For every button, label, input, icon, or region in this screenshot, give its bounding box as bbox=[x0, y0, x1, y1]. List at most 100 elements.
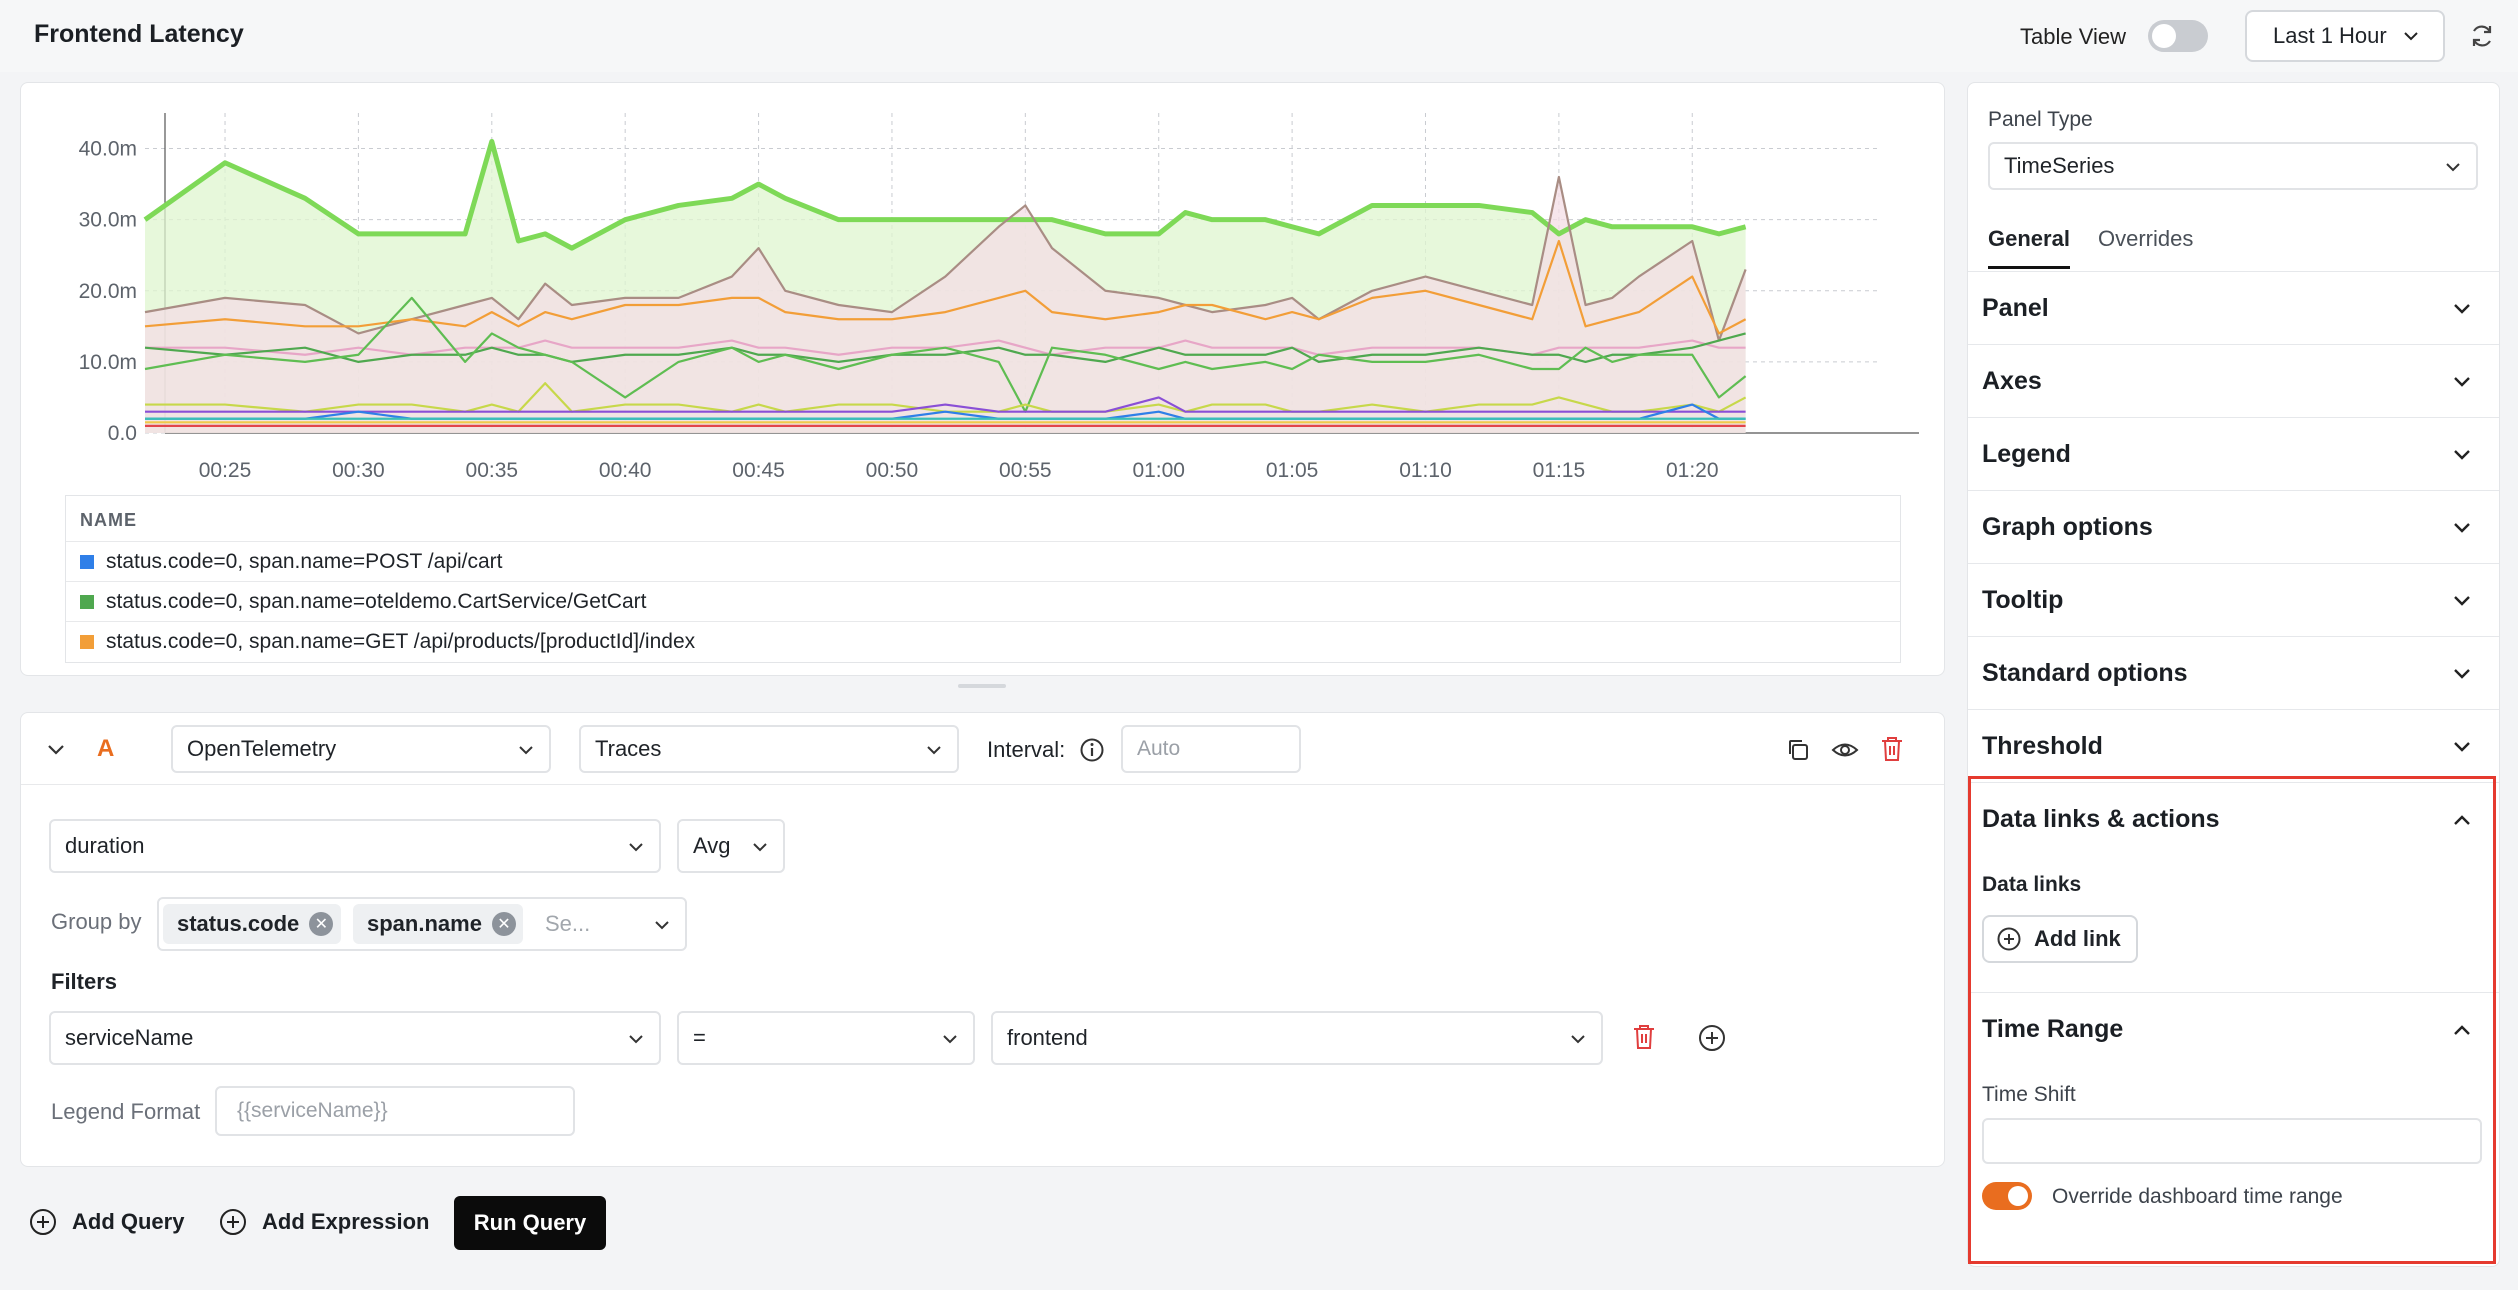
eye-icon[interactable] bbox=[1831, 737, 1859, 763]
section-title: Panel bbox=[1982, 294, 2049, 322]
query-header: A OpenTelemetry Traces Interval: Auto bbox=[21, 713, 1944, 785]
group-by-chip[interactable]: span.name ✕ bbox=[353, 904, 523, 944]
chip-label: span.name bbox=[367, 911, 482, 936]
time-range-button[interactable]: Last 1 Hour bbox=[2245, 10, 2445, 62]
delete-filter-icon[interactable] bbox=[1631, 1023, 1657, 1051]
highlight-box bbox=[1968, 776, 2496, 1264]
chevron-down-icon bbox=[943, 1035, 957, 1044]
section-tooltip[interactable]: Tooltip bbox=[1968, 563, 2499, 635]
chevron-down-icon bbox=[2454, 377, 2470, 387]
chevron-down-icon bbox=[2454, 596, 2470, 606]
legend-swatch bbox=[80, 594, 94, 609]
section-legend[interactable]: Legend bbox=[1968, 417, 2499, 489]
panel-type-value: TimeSeries bbox=[2004, 153, 2115, 178]
x-tick-label: 01:15 bbox=[1533, 459, 1586, 482]
info-icon[interactable] bbox=[1079, 737, 1105, 763]
metric-select[interactable]: duration bbox=[49, 819, 661, 873]
legend-label: status.code=0, span.name=POST /api/cart bbox=[106, 549, 503, 573]
aggregation-select[interactable]: Avg bbox=[677, 819, 785, 873]
remove-chip-icon[interactable]: ✕ bbox=[309, 912, 334, 936]
section-graph-options[interactable]: Graph options bbox=[1968, 490, 2499, 562]
override-time-range-toggle[interactable] bbox=[1982, 1182, 2032, 1210]
refresh-icon[interactable] bbox=[2468, 22, 2496, 50]
copy-icon[interactable] bbox=[1785, 737, 1811, 763]
x-tick-label: 00:50 bbox=[866, 459, 919, 482]
section-standard-options[interactable]: Standard options bbox=[1968, 636, 2499, 708]
collapse-chevron-icon[interactable] bbox=[45, 739, 67, 761]
group-by-chip[interactable]: status.code ✕ bbox=[163, 904, 341, 944]
section-axes[interactable]: Axes bbox=[1968, 344, 2499, 416]
chevron-down-icon bbox=[2454, 742, 2470, 752]
section-threshold[interactable]: Threshold bbox=[1968, 709, 2499, 781]
add-link-button[interactable]: Add link bbox=[1982, 915, 2138, 963]
chevron-up-icon bbox=[2454, 815, 2470, 825]
time-shift-input[interactable] bbox=[1982, 1118, 2482, 1164]
chevron-down-icon bbox=[2454, 523, 2470, 533]
run-query-button[interactable]: Run Query bbox=[454, 1196, 606, 1250]
chevron-down-icon bbox=[655, 921, 669, 930]
add-filter-icon[interactable] bbox=[1697, 1023, 1727, 1053]
series-line bbox=[144, 332, 1746, 363]
chevron-down-icon bbox=[629, 843, 643, 852]
section-title: Threshold bbox=[1982, 732, 2103, 760]
chevron-down-icon bbox=[2446, 163, 2460, 172]
legend-format-placeholder: {{serviceName}} bbox=[237, 1099, 388, 1122]
section-data-links[interactable]: Data links & actions bbox=[1968, 782, 2499, 992]
chevron-up-icon bbox=[2454, 1025, 2470, 1035]
legend-item[interactable]: status.code=0, span.name=POST /api/cart bbox=[66, 542, 1900, 582]
tab-overrides[interactable]: Overrides bbox=[2098, 226, 2194, 251]
delete-icon[interactable] bbox=[1879, 735, 1905, 763]
add-expression-button[interactable]: Add Expression bbox=[218, 1207, 429, 1237]
add-expression-label: Add Expression bbox=[262, 1209, 430, 1234]
section-panel[interactable]: Panel bbox=[1968, 271, 2499, 343]
chevron-down-icon bbox=[2454, 450, 2470, 460]
tab-general[interactable]: General bbox=[1988, 226, 2070, 269]
filter-key-value: serviceName bbox=[65, 1025, 194, 1050]
filter-value: frontend bbox=[1007, 1025, 1088, 1050]
series-line bbox=[144, 175, 1747, 342]
add-query-button[interactable]: Add Query bbox=[28, 1207, 184, 1237]
plus-circle-icon bbox=[1997, 927, 2021, 951]
filter-value-select[interactable]: frontend bbox=[991, 1011, 1603, 1065]
legend-swatch bbox=[80, 554, 94, 569]
filter-operator-value: = bbox=[693, 1025, 706, 1050]
signal-select[interactable]: Traces bbox=[579, 725, 959, 773]
section-title: Standard options bbox=[1982, 659, 2188, 687]
y-tick-label: 20.0m bbox=[79, 280, 137, 303]
table-view-label: Table View bbox=[2020, 24, 2126, 49]
chevron-down-icon bbox=[753, 843, 767, 852]
panel-type-select[interactable]: TimeSeries bbox=[1988, 142, 2478, 190]
y-tick-label: 30.0m bbox=[79, 209, 137, 232]
aggregation-value: Avg bbox=[693, 833, 731, 858]
section-title: Axes bbox=[1982, 367, 2042, 395]
legend-label: status.code=0, span.name=GET /api/produc… bbox=[106, 630, 696, 653]
filters-label: Filters bbox=[51, 969, 118, 994]
interval-input[interactable]: Auto bbox=[1121, 725, 1301, 773]
section-title: Graph options bbox=[1982, 513, 2153, 541]
resize-handle[interactable] bbox=[958, 684, 1006, 688]
signal-value: Traces bbox=[595, 736, 662, 761]
page-title: Frontend Latency bbox=[34, 20, 244, 48]
section-time-range[interactable]: Time Range bbox=[1968, 992, 2499, 1262]
x-tick-label: 00:25 bbox=[199, 459, 252, 482]
series-line bbox=[143, 138, 1747, 251]
data-source-select[interactable]: OpenTelemetry bbox=[171, 725, 551, 773]
chevron-down-icon bbox=[2404, 32, 2418, 41]
section-title: Data links & actions bbox=[1982, 805, 2220, 833]
section-title: Tooltip bbox=[1982, 586, 2064, 614]
section-title: Legend bbox=[1982, 440, 2071, 468]
legend-item[interactable]: status.code=0, span.name=oteldemo.CartSe… bbox=[66, 582, 1900, 622]
plus-circle-icon bbox=[30, 1209, 56, 1235]
x-tick-label: 01:20 bbox=[1666, 459, 1719, 482]
legend-format-label: Legend Format bbox=[51, 1099, 201, 1124]
series-area bbox=[145, 177, 1746, 433]
table-view-toggle[interactable] bbox=[2148, 20, 2208, 52]
legend-format-input[interactable]: {{serviceName}} bbox=[215, 1086, 575, 1136]
filter-key-select[interactable]: serviceName bbox=[49, 1011, 661, 1065]
remove-chip-icon[interactable]: ✕ bbox=[491, 912, 516, 936]
filter-operator-select[interactable]: = bbox=[677, 1011, 975, 1065]
data-links-label: Data links bbox=[1982, 873, 2082, 896]
y-tick-label: 40.0m bbox=[79, 138, 137, 161]
toggle-knob bbox=[2152, 24, 2176, 48]
legend-item[interactable]: status.code=0, span.name=GET /api/produc… bbox=[66, 622, 1900, 662]
